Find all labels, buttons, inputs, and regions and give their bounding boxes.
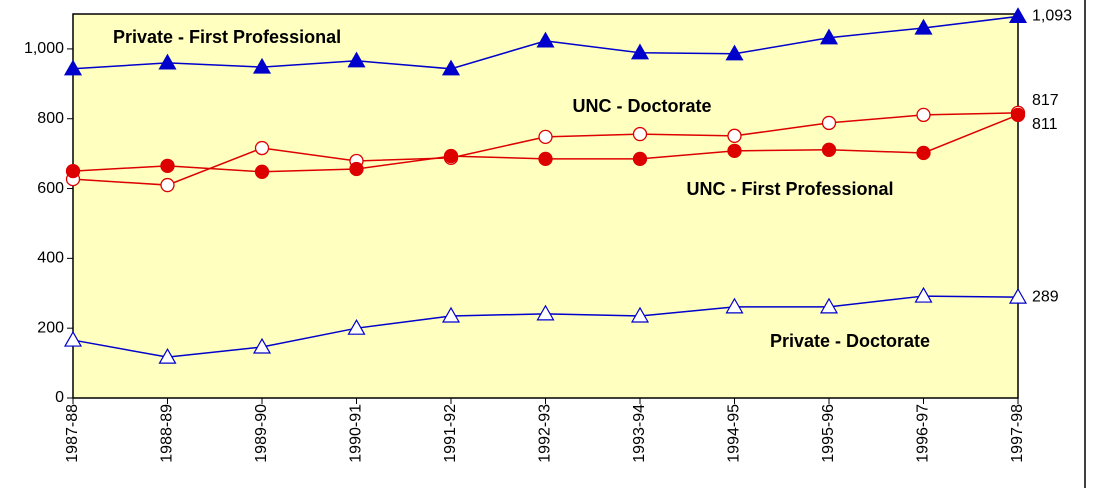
marker: [632, 126, 648, 142]
marker: [63, 330, 83, 347]
series-label: UNC - First Professional: [686, 179, 893, 199]
marker: [821, 142, 837, 157]
marker: [536, 31, 555, 48]
marker: [443, 148, 459, 164]
marker: [727, 128, 742, 143]
marker: [158, 53, 177, 70]
series-label: UNC - Doctorate: [572, 96, 711, 116]
x-tick-label: 1987-88: [64, 404, 81, 463]
y-tick-label: 1,000: [24, 40, 64, 57]
marker: [727, 143, 742, 158]
marker: [725, 297, 744, 314]
marker: [630, 43, 650, 60]
marker: [252, 337, 272, 354]
series-label: Private - Doctorate: [770, 331, 930, 351]
marker: [441, 306, 461, 323]
x-tick-label: 1994-95: [726, 404, 743, 463]
marker: [632, 151, 648, 167]
marker: [819, 297, 839, 314]
marker: [254, 140, 270, 156]
x-tick-label: 1989-90: [253, 404, 270, 463]
y-tick-label: 200: [37, 319, 64, 336]
x-tick-label: 1990-91: [348, 404, 365, 463]
x-tick-label: 1993-94: [631, 404, 648, 463]
x-tick-label: 1988-89: [159, 404, 176, 463]
marker: [536, 304, 555, 321]
marker: [538, 151, 553, 167]
marker: [538, 129, 553, 145]
marker: [1008, 287, 1028, 304]
value-label: 817: [1032, 92, 1059, 109]
x-tick-label: 1996-97: [915, 404, 932, 463]
marker: [254, 164, 270, 179]
marker: [914, 286, 933, 303]
marker: [725, 44, 744, 61]
marker: [252, 57, 272, 74]
marker: [1010, 107, 1026, 123]
marker: [821, 115, 837, 131]
y-tick-label: 600: [37, 180, 64, 197]
marker: [349, 161, 364, 177]
y-tick-label: 800: [37, 110, 64, 127]
value-label: 1,093: [1032, 8, 1072, 25]
marker: [916, 145, 931, 161]
value-label: 289: [1032, 288, 1059, 305]
marker: [819, 28, 839, 45]
x-tick-label: 1991-92: [442, 404, 459, 463]
y-tick-label: 0: [55, 389, 64, 406]
y-tick-label: 400: [37, 250, 64, 267]
marker: [158, 347, 177, 364]
marker: [441, 59, 461, 76]
value-label: 811: [1032, 116, 1058, 133]
x-tick-label: 1995-96: [820, 404, 837, 463]
marker: [914, 18, 933, 35]
marker: [630, 306, 650, 323]
marker: [63, 59, 83, 76]
marker: [1008, 7, 1028, 24]
marker: [65, 163, 81, 179]
x-tick-label: 1992-93: [537, 404, 554, 463]
marker: [347, 51, 366, 68]
plot-area: [72, 13, 1019, 399]
marker: [916, 107, 931, 123]
marker: [160, 158, 175, 174]
marker: [160, 177, 175, 193]
marker: [347, 318, 366, 335]
x-tick-label: 1997-98: [1009, 404, 1026, 463]
series-label: Private - First Professional: [113, 27, 341, 47]
